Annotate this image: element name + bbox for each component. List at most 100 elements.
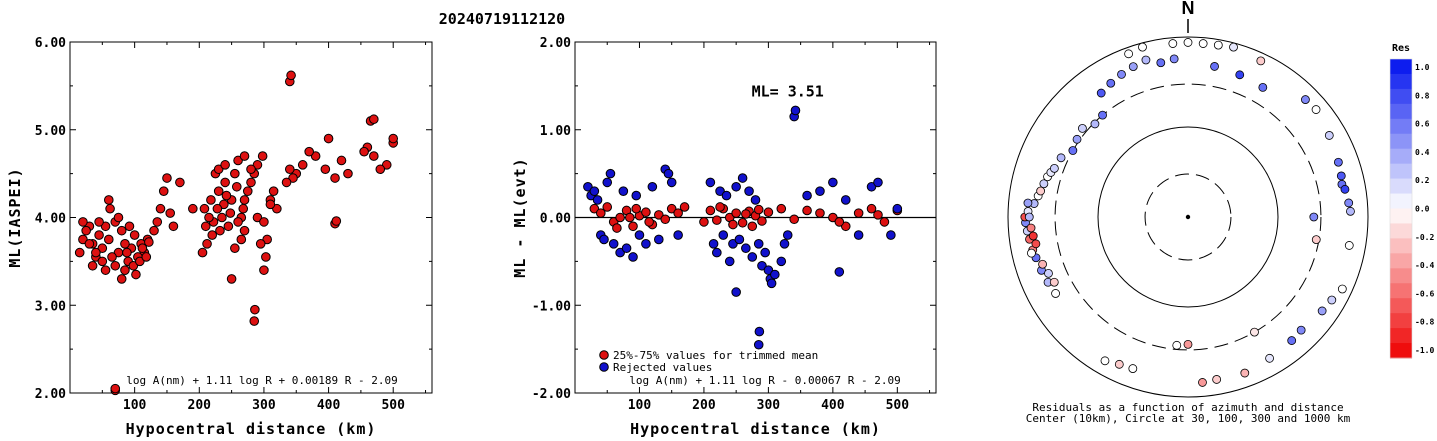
residual-point — [1198, 378, 1207, 387]
residual-point — [1327, 295, 1337, 305]
colorbar-tick-label: 0.2 — [1415, 176, 1430, 185]
data-point — [155, 203, 166, 214]
data-point — [206, 195, 216, 205]
residual-point — [1213, 40, 1223, 50]
polar-caption-line: Residuals as a function of azimuth and d… — [1032, 401, 1343, 414]
data-point — [250, 304, 260, 315]
y-tick-label: 4.00 — [35, 212, 66, 227]
data-point — [225, 208, 236, 218]
data-point — [249, 316, 260, 326]
data-point — [712, 247, 722, 258]
data-point — [91, 247, 101, 258]
residual-point — [1169, 54, 1179, 64]
north-label: N — [1182, 0, 1195, 18]
data-point — [369, 114, 379, 125]
data-point — [381, 160, 392, 170]
data-point — [641, 207, 651, 218]
colorbar-segment — [1390, 238, 1412, 254]
colorbar-segment — [1390, 298, 1412, 314]
residual-point — [1141, 55, 1151, 65]
data-point — [621, 243, 632, 254]
data-point — [753, 239, 764, 249]
data-point — [747, 252, 758, 262]
residual-point — [1090, 119, 1100, 129]
data-point — [284, 164, 295, 175]
residual-point — [1128, 364, 1138, 373]
residual-point — [1336, 171, 1346, 181]
residual-point — [1027, 248, 1036, 258]
colorbar-tick-label: 0.0 — [1415, 205, 1430, 214]
residual-point — [1265, 353, 1274, 363]
data-point — [168, 221, 179, 232]
data-point — [737, 217, 748, 228]
data-point — [144, 237, 154, 247]
data-point — [644, 217, 654, 227]
data-point — [242, 186, 253, 196]
data-point — [233, 155, 243, 166]
data-point — [583, 181, 593, 192]
legend-label: 25%-75% values for trimmed mean — [613, 349, 818, 362]
data-point — [763, 265, 774, 275]
data-point — [122, 247, 132, 258]
data-point — [202, 239, 212, 249]
data-point — [779, 239, 790, 249]
colorbar-segment — [1390, 118, 1412, 135]
data-point — [666, 203, 677, 214]
data-point — [731, 208, 741, 218]
data-point — [141, 252, 152, 262]
residual-point — [1311, 105, 1321, 114]
data-point — [631, 203, 642, 214]
data-point — [81, 225, 91, 236]
residual-point — [1068, 146, 1078, 155]
colorbar-segment — [1390, 193, 1412, 209]
legend-marker — [599, 350, 609, 360]
data-point — [215, 225, 225, 236]
residual-point — [1240, 368, 1250, 378]
colorbar-segment — [1390, 253, 1412, 269]
x-tick-label: 400 — [821, 398, 845, 413]
data-point — [107, 252, 117, 262]
data-point — [259, 265, 269, 275]
x-tick-label: 100 — [123, 398, 147, 413]
data-point — [828, 177, 838, 188]
data-point — [715, 202, 725, 212]
residual-point — [1128, 62, 1138, 72]
data-point — [802, 190, 812, 201]
colorbar-frame — [1389, 58, 1413, 359]
data-point — [175, 177, 185, 188]
formula-text: log A(nm) + 1.11 log R + 0.00189 R - 2.0… — [126, 374, 398, 387]
colorbar-segment — [1390, 313, 1412, 329]
epicenter-dot — [1185, 214, 1191, 220]
data-point — [84, 239, 95, 249]
y-tick-label: -1.00 — [532, 299, 571, 314]
formula-text: log A(nm) + 1.11 log R - 0.00067 R - 2.0… — [629, 374, 901, 387]
x-axis-title: Hypocentral distance (km) — [630, 420, 881, 438]
data-point — [152, 217, 163, 227]
data-point — [100, 221, 111, 232]
residual-point — [1183, 339, 1193, 349]
y-tick-label: 2.00 — [35, 387, 66, 402]
data-point — [660, 214, 671, 225]
data-point — [252, 212, 263, 223]
residual-point — [1344, 241, 1354, 250]
residual-point — [1210, 62, 1219, 71]
data-point — [188, 203, 198, 214]
data-point — [815, 186, 825, 196]
y-axis-title: ML(IASPEI) — [6, 167, 24, 267]
residual-point — [1168, 39, 1178, 48]
residual-point — [1049, 277, 1059, 287]
residual-point — [1258, 83, 1268, 92]
residual-point — [1198, 39, 1208, 48]
data-point — [760, 247, 770, 258]
data-point — [731, 181, 741, 192]
data-point — [261, 252, 271, 262]
data-point — [223, 221, 234, 232]
data-point — [149, 225, 159, 236]
data-point — [165, 208, 175, 218]
data-point — [369, 151, 379, 161]
data-point — [233, 217, 243, 227]
residual-point — [1024, 212, 1034, 222]
data-point — [776, 203, 787, 214]
colorbar-segment — [1390, 178, 1412, 195]
